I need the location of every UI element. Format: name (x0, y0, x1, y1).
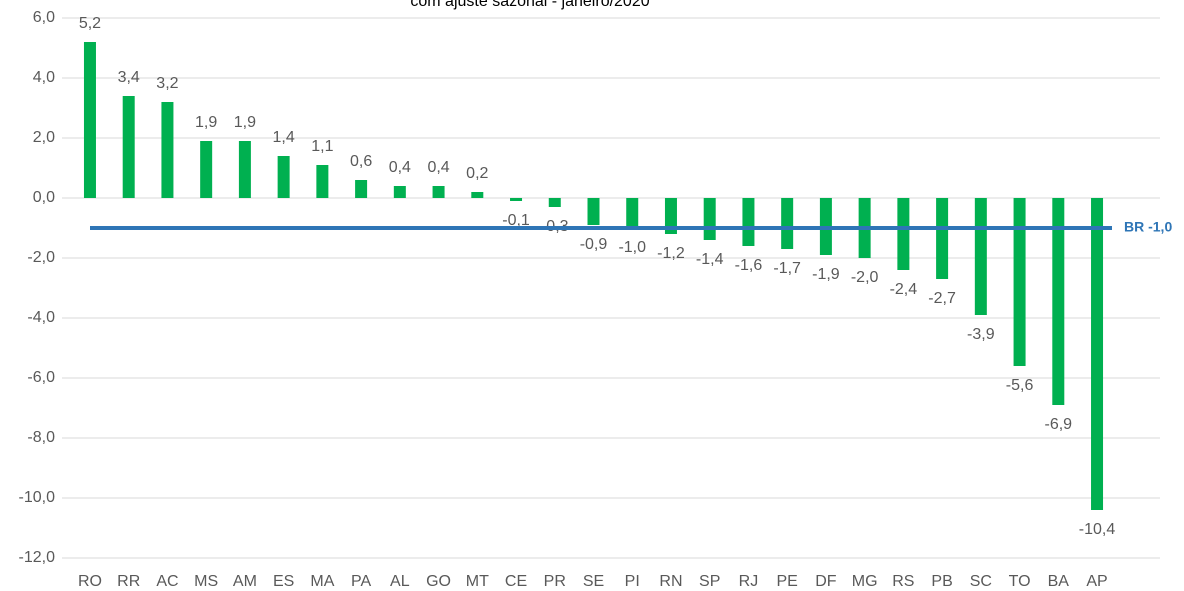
bar (664, 198, 677, 234)
value-label: -1,6 (735, 257, 763, 274)
value-label: -2,0 (851, 269, 879, 286)
bar (316, 165, 329, 198)
x-tick-label: PE (776, 573, 797, 590)
x-tick-label: AM (233, 573, 257, 590)
value-label: -6,9 (1045, 416, 1073, 433)
value-label: -0,9 (580, 236, 608, 253)
bar (936, 198, 949, 279)
bar (432, 186, 445, 198)
x-tick-label: SC (970, 573, 992, 590)
y-tick-label: -6,0 (27, 369, 55, 386)
value-label: 1,1 (311, 138, 333, 155)
x-tick-label: CE (505, 573, 527, 590)
value-label: -1,7 (773, 260, 801, 277)
y-tick-label: -10,0 (19, 489, 56, 506)
value-label: -5,6 (1006, 377, 1034, 394)
value-label: -1,0 (618, 239, 646, 256)
x-tick-label: PA (351, 573, 371, 590)
x-tick-label: GO (426, 573, 451, 590)
bar (277, 156, 290, 198)
x-tick-label: ES (273, 573, 294, 590)
value-label: 0,4 (427, 159, 449, 176)
bar (1013, 198, 1026, 366)
bar (1091, 198, 1104, 510)
value-label: 0,2 (466, 165, 488, 182)
x-tick-label: PB (931, 573, 952, 590)
value-label: 0,6 (350, 153, 372, 170)
bar (626, 198, 639, 228)
chart-title: com ajuste sazonal - janeiro/2020 (410, 0, 649, 10)
value-label: -2,7 (928, 290, 956, 307)
bar (122, 96, 135, 198)
x-tick-label: AP (1086, 573, 1107, 590)
x-tick-label: PR (544, 573, 566, 590)
y-tick-label: 0,0 (33, 189, 55, 206)
bar (742, 198, 755, 246)
value-label: 3,2 (156, 75, 178, 92)
value-label: -1,2 (657, 245, 685, 262)
y-tick-label: -4,0 (27, 309, 55, 326)
bar (393, 186, 406, 198)
value-label: 1,4 (273, 129, 295, 146)
x-tick-label: BA (1048, 573, 1070, 590)
bar (355, 180, 368, 198)
x-tick-label: AC (156, 573, 178, 590)
x-tick-label: SE (583, 573, 604, 590)
bar (200, 141, 213, 198)
value-label: 1,9 (234, 114, 256, 131)
bar (83, 42, 96, 198)
x-tick-label: DF (815, 573, 837, 590)
value-label: 1,9 (195, 114, 217, 131)
x-tick-label: RN (659, 573, 682, 590)
x-tick-label: RR (117, 573, 140, 590)
value-label: -0,1 (502, 212, 530, 229)
bar (587, 198, 600, 225)
value-label: 3,4 (118, 69, 140, 86)
bar (548, 198, 561, 207)
bar (471, 192, 484, 198)
y-tick-label: 6,0 (33, 9, 55, 26)
x-tick-label: RJ (739, 573, 759, 590)
x-tick-label: SP (699, 573, 720, 590)
y-tick-label: 2,0 (33, 129, 55, 146)
bar (238, 141, 251, 198)
x-tick-label: TO (1009, 573, 1031, 590)
bar (897, 198, 910, 270)
x-tick-label: RS (892, 573, 914, 590)
x-tick-label: MT (466, 573, 489, 590)
value-label: -1,4 (696, 251, 724, 268)
value-label: 5,2 (79, 15, 101, 32)
x-tick-label: AL (390, 573, 410, 590)
bar (703, 198, 716, 240)
value-label: -10,4 (1079, 521, 1116, 538)
x-tick-label: MA (310, 573, 334, 590)
value-label: -3,9 (967, 326, 995, 343)
bar (781, 198, 794, 249)
x-tick-label: RO (78, 573, 102, 590)
value-label: -2,4 (890, 281, 918, 298)
x-tick-label: MS (194, 573, 218, 590)
bar (510, 198, 523, 201)
y-tick-label: -8,0 (27, 429, 55, 446)
y-tick-label: -12,0 (19, 549, 56, 566)
bar (161, 102, 174, 198)
x-tick-label: PI (625, 573, 640, 590)
x-tick-label: MG (852, 573, 878, 590)
value-label: -1,9 (812, 266, 840, 283)
bar (974, 198, 987, 315)
value-label: 0,4 (389, 159, 411, 176)
bar (1052, 198, 1065, 405)
y-tick-label: 4,0 (33, 69, 55, 86)
reference-label: BR -1,0 (1124, 219, 1172, 235)
y-tick-label: -2,0 (27, 249, 55, 266)
